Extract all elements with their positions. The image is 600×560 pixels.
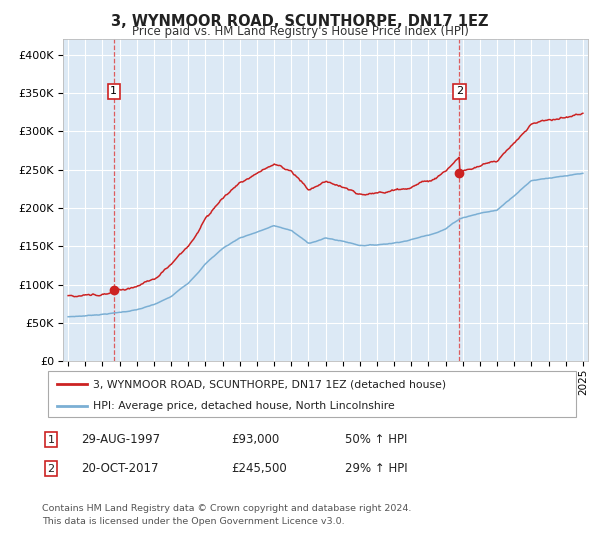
Text: This data is licensed under the Open Government Licence v3.0.: This data is licensed under the Open Gov… bbox=[42, 517, 344, 526]
Text: 1: 1 bbox=[110, 86, 117, 96]
Text: 3, WYNMOOR ROAD, SCUNTHORPE, DN17 1EZ (detached house): 3, WYNMOOR ROAD, SCUNTHORPE, DN17 1EZ (d… bbox=[93, 379, 446, 389]
Text: Price paid vs. HM Land Registry's House Price Index (HPI): Price paid vs. HM Land Registry's House … bbox=[131, 25, 469, 38]
Text: 2: 2 bbox=[456, 86, 463, 96]
Text: £245,500: £245,500 bbox=[231, 462, 287, 475]
Text: 1: 1 bbox=[47, 435, 55, 445]
Text: HPI: Average price, detached house, North Lincolnshire: HPI: Average price, detached house, Nort… bbox=[93, 401, 395, 410]
Text: 3, WYNMOOR ROAD, SCUNTHORPE, DN17 1EZ: 3, WYNMOOR ROAD, SCUNTHORPE, DN17 1EZ bbox=[111, 14, 489, 29]
Text: £93,000: £93,000 bbox=[231, 433, 279, 446]
Text: Contains HM Land Registry data © Crown copyright and database right 2024.: Contains HM Land Registry data © Crown c… bbox=[42, 504, 412, 513]
Text: 20-OCT-2017: 20-OCT-2017 bbox=[81, 462, 158, 475]
Text: 29% ↑ HPI: 29% ↑ HPI bbox=[345, 462, 407, 475]
Text: 29-AUG-1997: 29-AUG-1997 bbox=[81, 433, 160, 446]
Text: 2: 2 bbox=[47, 464, 55, 474]
Text: 50% ↑ HPI: 50% ↑ HPI bbox=[345, 433, 407, 446]
